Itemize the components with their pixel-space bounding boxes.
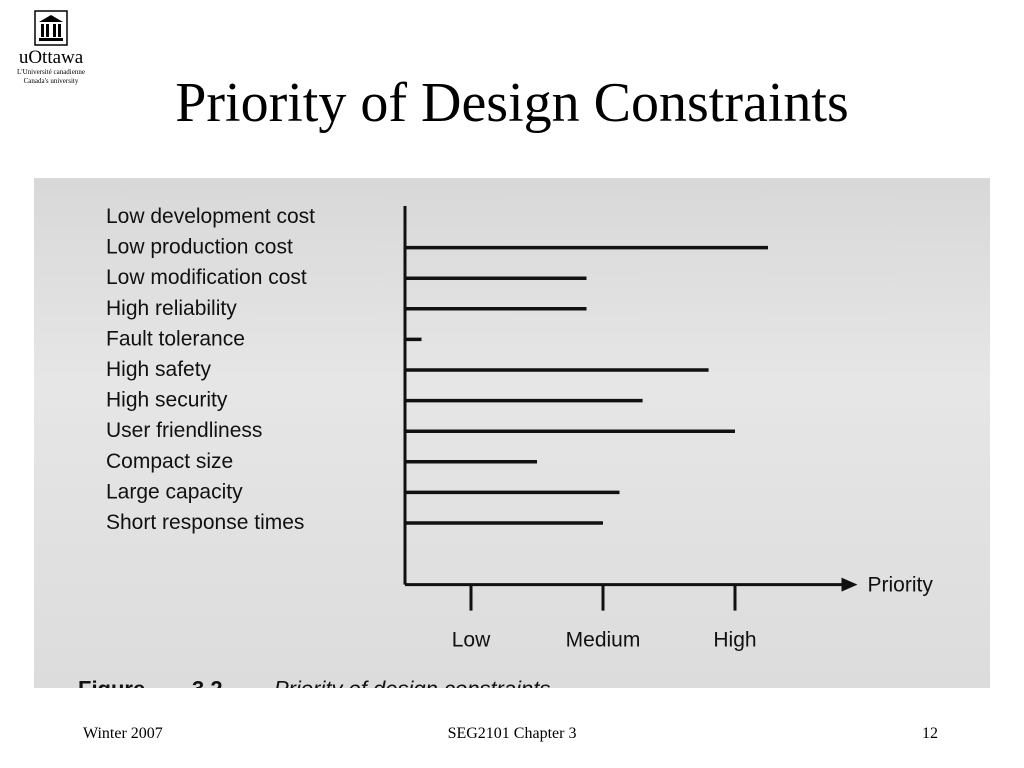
priority-chart: Low development cost Low production cost L… <box>78 205 934 688</box>
footer-date: Winter 2007 <box>83 725 163 742</box>
figure-caption-label: Figure <box>78 677 145 688</box>
category-label: Large capacity <box>106 480 243 503</box>
category-label: Compact size <box>106 450 233 473</box>
category-label: Fault tolerance <box>106 327 245 350</box>
category-label: High security <box>106 389 228 412</box>
slide-title: Priority of Design Constraints <box>175 72 849 134</box>
university-logo: uOttawa L'Université canadienne Canada's… <box>8 10 94 100</box>
logo-wordmark: uOttawa <box>18 47 84 68</box>
x-axis-arrowhead <box>841 577 858 592</box>
x-tick-label: Medium <box>566 629 641 652</box>
category-label: High reliability <box>106 297 237 320</box>
category-label: User friendliness <box>106 419 262 442</box>
x-tick-label: Low <box>452 629 491 652</box>
x-axis-title: Priority <box>868 574 934 597</box>
logo-tagline-en: Canada's university <box>23 77 79 85</box>
category-label: Low modification cost <box>106 266 307 289</box>
x-tick-label: High <box>713 629 756 652</box>
scanned-figure: Low development cost Low production cost L… <box>34 178 990 688</box>
building-icon <box>34 10 68 46</box>
logo-tagline-fr: L'Université canadienne <box>17 68 85 76</box>
category-label: Low production cost <box>106 236 293 259</box>
category-label: Low development cost <box>106 205 315 228</box>
category-label: Short response times <box>106 511 304 534</box>
figure-caption-number: 3.2 <box>192 677 223 688</box>
footer-course: SEG2101 Chapter 3 <box>447 725 577 742</box>
footer-page-number: 12 <box>922 725 938 742</box>
figure-caption-text: Priority of design constraints <box>274 677 550 688</box>
slide-footer: Winter 2007 SEG2101 Chapter 3 12 <box>0 725 1024 749</box>
category-label: High safety <box>106 358 212 381</box>
